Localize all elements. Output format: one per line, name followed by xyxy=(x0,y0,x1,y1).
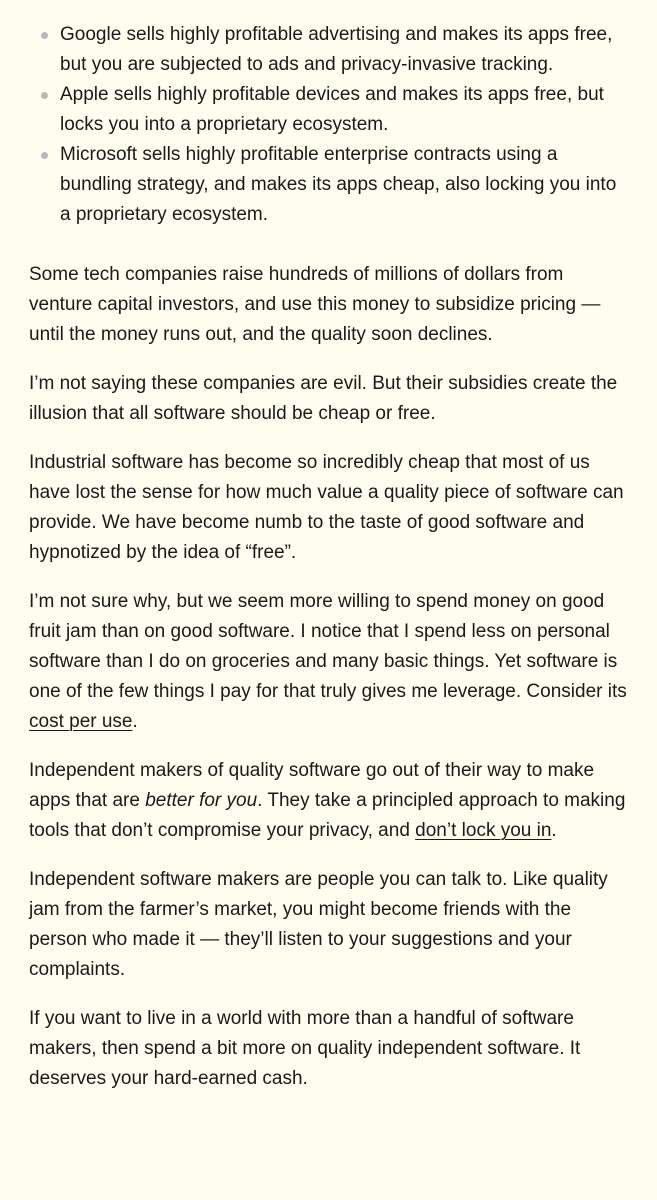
bullet-apple: Apple sells highly profitable devices an… xyxy=(29,80,631,140)
paragraph-talk-to: Independent software makers are people y… xyxy=(29,869,608,980)
bullet-google: Google sells highly profitable advertisi… xyxy=(29,20,631,80)
paragraph-fruit-jam-end: . xyxy=(132,711,138,732)
cost-per-use-link[interactable]: cost per use xyxy=(29,711,133,732)
bullet-list: Google sells highly profitable advertisi… xyxy=(29,20,631,230)
bullet-microsoft: Microsoft sells highly profitable enterp… xyxy=(29,140,631,230)
better-for-you-emphasis: better for you xyxy=(145,790,258,811)
paragraph-not-evil: I’m not saying these companies are evil.… xyxy=(29,373,618,424)
paragraph-independent-makers: Independent makers of quality software g… xyxy=(29,756,631,846)
paragraph-independent-makers-end: . xyxy=(551,820,557,841)
paragraph-conclusion: If you want to live in a world with more… xyxy=(29,1008,581,1089)
dont-lock-you-in-link[interactable]: don’t lock you in xyxy=(415,820,552,841)
paragraph-fruit-jam: I’m not sure why, but we seem more willi… xyxy=(29,587,631,737)
paragraph-independent-makers-middle: . They take a principled approach to mak… xyxy=(29,790,626,841)
paragraph-industrial-software: Industrial software has become so incred… xyxy=(29,452,624,563)
paragraph-venture-capital: Some tech companies raise hundreds of mi… xyxy=(29,264,601,345)
paragraph-fruit-jam-text: I’m not sure why, but we seem more willi… xyxy=(29,591,627,702)
article-body: Google sells highly profitable advertisi… xyxy=(29,20,631,1089)
paragraph-independent-makers-text: Independent makers of quality software g… xyxy=(29,760,595,811)
